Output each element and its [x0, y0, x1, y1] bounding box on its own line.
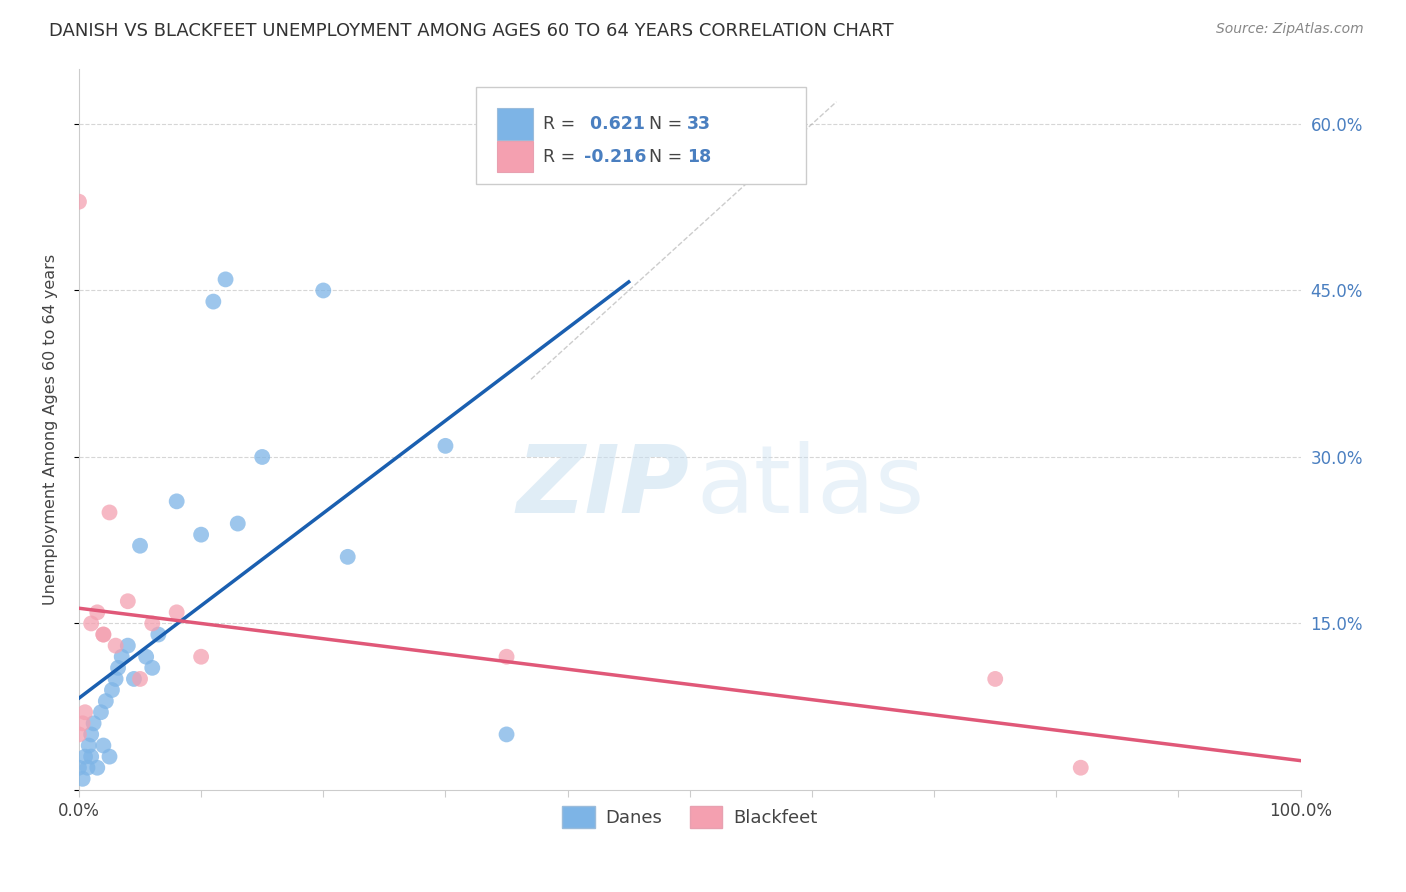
Point — [135, 649, 157, 664]
Text: R =: R = — [543, 147, 581, 166]
Point — [141, 616, 163, 631]
Point — [117, 639, 139, 653]
Point — [67, 194, 90, 209]
Point — [190, 649, 212, 664]
Legend: Danes, Blackfeet: Danes, Blackfeet — [555, 798, 824, 835]
Point — [98, 749, 121, 764]
Point — [86, 761, 108, 775]
Point — [129, 539, 152, 553]
Point — [984, 672, 1007, 686]
Point — [226, 516, 249, 531]
Point — [93, 627, 115, 641]
Point — [111, 649, 134, 664]
Point — [336, 549, 359, 564]
Point — [98, 506, 121, 520]
Point — [117, 594, 139, 608]
Point — [67, 727, 90, 741]
Point — [122, 672, 145, 686]
Point — [166, 494, 188, 508]
Point — [86, 605, 108, 619]
Point — [94, 694, 117, 708]
Point — [93, 739, 115, 753]
Text: N =: N = — [638, 147, 689, 166]
Point — [90, 705, 112, 719]
Point — [93, 627, 115, 641]
Point — [250, 450, 273, 464]
Point — [434, 439, 457, 453]
Point — [148, 627, 170, 641]
Text: 18: 18 — [688, 147, 711, 166]
Point — [1070, 761, 1092, 775]
Point — [101, 683, 124, 698]
Point — [67, 761, 90, 775]
FancyBboxPatch shape — [477, 87, 806, 184]
Text: DANISH VS BLACKFEET UNEMPLOYMENT AMONG AGES 60 TO 64 YEARS CORRELATION CHART: DANISH VS BLACKFEET UNEMPLOYMENT AMONG A… — [49, 22, 894, 40]
Point — [166, 605, 188, 619]
Point — [129, 672, 152, 686]
Y-axis label: Unemployment Among Ages 60 to 64 years: Unemployment Among Ages 60 to 64 years — [44, 253, 58, 605]
FancyBboxPatch shape — [496, 108, 533, 140]
Point — [72, 716, 94, 731]
Text: N =: N = — [638, 115, 689, 133]
Text: 0.621: 0.621 — [583, 115, 644, 133]
Point — [141, 661, 163, 675]
Point — [80, 727, 103, 741]
Point — [495, 727, 517, 741]
Text: ZIP: ZIP — [517, 441, 690, 533]
Point — [73, 749, 96, 764]
Point — [107, 661, 129, 675]
Text: Source: ZipAtlas.com: Source: ZipAtlas.com — [1216, 22, 1364, 37]
Point — [72, 772, 94, 786]
Point — [312, 284, 335, 298]
Point — [80, 616, 103, 631]
Text: 33: 33 — [688, 115, 711, 133]
Point — [202, 294, 225, 309]
Point — [495, 649, 517, 664]
Point — [214, 272, 236, 286]
Point — [104, 672, 127, 686]
Point — [77, 739, 100, 753]
Point — [73, 705, 96, 719]
Text: R =: R = — [543, 115, 581, 133]
FancyBboxPatch shape — [496, 141, 533, 172]
Text: atlas: atlas — [696, 441, 924, 533]
Point — [190, 527, 212, 541]
Point — [76, 761, 98, 775]
Point — [104, 639, 127, 653]
Point — [83, 716, 105, 731]
Text: -0.216: -0.216 — [583, 147, 645, 166]
Point — [80, 749, 103, 764]
